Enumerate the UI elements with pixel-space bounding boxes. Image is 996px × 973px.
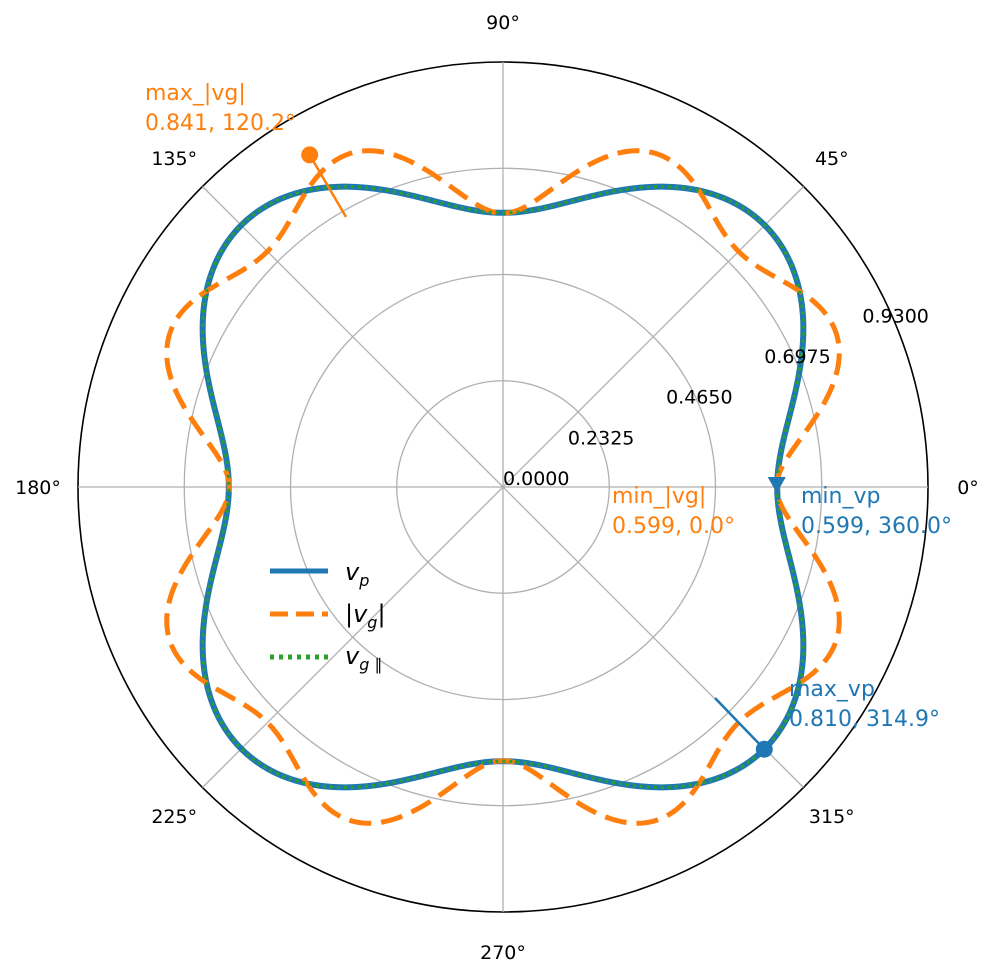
annotation-title-max-vp: max_vp bbox=[789, 677, 875, 702]
annotation-title-min-vp: min_vp bbox=[801, 484, 880, 509]
series-layer bbox=[164, 148, 842, 826]
r-tick-label: 0.0000 bbox=[503, 468, 569, 490]
annotation-layer bbox=[301, 146, 786, 758]
theta-tick-label: 270° bbox=[480, 942, 526, 964]
annotation-pointer-max-vg bbox=[308, 154, 348, 218]
annotation-marker-max-vg bbox=[301, 146, 319, 164]
theta-tick-label: 90° bbox=[486, 12, 520, 34]
legend-label-vg: |vg| bbox=[345, 600, 386, 632]
legend-label-vp: vp bbox=[345, 558, 369, 590]
r-tick-label: 0.6975 bbox=[764, 346, 830, 368]
annotation-title-min-vg: min_|vg| bbox=[612, 484, 706, 509]
series-line-2 bbox=[201, 185, 805, 789]
polar-grid-spoke bbox=[502, 186, 804, 488]
r-tick-label: 0.9300 bbox=[862, 305, 928, 327]
r-tick-label: 0.2325 bbox=[568, 427, 634, 449]
legend-label-vg-parallel: vg ∥ bbox=[345, 642, 382, 674]
polar-grid-spoke bbox=[202, 486, 504, 788]
theta-tick-label: 0° bbox=[957, 477, 979, 499]
annotation-value-min-vp: 0.599, 360.0° bbox=[801, 514, 952, 539]
annotation-value-min-vg: 0.599, 0.0° bbox=[612, 514, 735, 539]
polar-grid-spoke bbox=[202, 186, 504, 488]
annotation-value-max-vp: 0.810, 314.9° bbox=[789, 707, 940, 732]
theta-tick-label: 315° bbox=[809, 806, 855, 828]
polar-grid bbox=[77, 61, 929, 913]
annotation-marker-min-vp bbox=[767, 477, 786, 493]
series-line-1 bbox=[164, 148, 842, 826]
annotation-value-max-vg: 0.841, 120.2° bbox=[145, 111, 296, 136]
legend: vp |vg| vg ∥ bbox=[270, 558, 386, 674]
theta-tick-label: 180° bbox=[15, 477, 61, 499]
theta-tick-label: 135° bbox=[151, 148, 197, 170]
tick-labels: 0° 45° 90° 135° 180° 225° 270° 315° 0.0000 0.2325… bbox=[15, 12, 979, 964]
theta-tick-label: 45° bbox=[815, 148, 849, 170]
annotation-title-max-vg: max_|vg| bbox=[145, 81, 246, 106]
theta-tick-label: 225° bbox=[151, 806, 197, 828]
annotation-marker-max-vp bbox=[755, 740, 773, 758]
r-tick-label: 0.4650 bbox=[666, 387, 732, 409]
annotation-pointer-max-vp bbox=[714, 697, 766, 751]
